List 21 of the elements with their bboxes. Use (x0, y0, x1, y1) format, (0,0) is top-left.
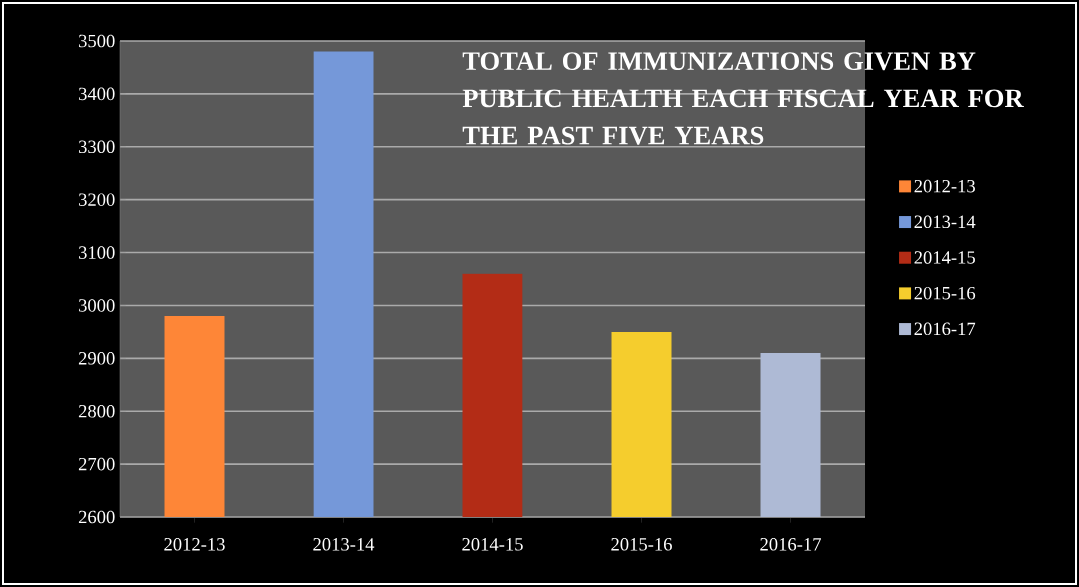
y-tick-label: 3500 (79, 34, 115, 48)
y-tick-label: 2600 (78, 510, 115, 524)
y-tick-label: 3200 (79, 193, 115, 206)
y-tick-label: 3400 (79, 87, 115, 101)
x-tick-label: 2012-13 (164, 538, 225, 551)
y-tick-label: 2900 (78, 352, 115, 365)
y-tick-label: 3100 (79, 246, 115, 259)
y-tick-label: 3300 (79, 140, 115, 154)
legend-label: 2014-15 (914, 251, 975, 264)
x-tick-label: 2014-15 (462, 538, 523, 551)
x-tick-label: 2016-17 (760, 538, 821, 551)
text: TOTAL OF IMMUNIZATIONS GIVEN BY PUBLIC HEALTH EACH FISCAL YEAR FOR THE PAST FIVE YEARS (462, 52, 1024, 145)
y-tick-label: 3000 (79, 299, 115, 312)
legend-label: 2016-17 (914, 322, 976, 336)
legend-label: 2012-13 (914, 179, 975, 193)
y-tick-label: 2800 (78, 404, 115, 418)
x-tick-label: 2013-14 (313, 538, 375, 551)
x-tick-label: 2015-16 (611, 538, 672, 551)
y-tick-label: 2700 (78, 457, 115, 471)
legend-label: 2013-14 (914, 215, 976, 229)
legend-label: 2015-16 (914, 286, 976, 300)
